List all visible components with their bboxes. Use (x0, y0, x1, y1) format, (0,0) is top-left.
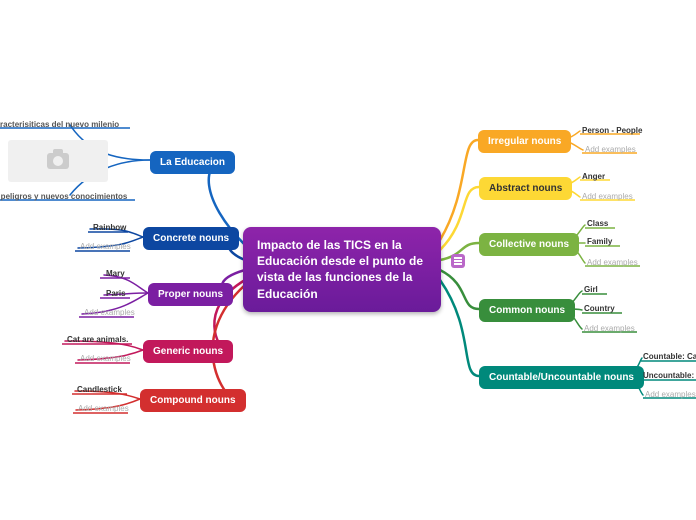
leaf-node[interactable]: Uncountable: Ra (643, 371, 696, 380)
leaf-node[interactable]: Countable: Cat - (643, 352, 696, 361)
add-examples-link[interactable]: Add examples (585, 145, 636, 154)
leaf-node[interactable]: Mary (106, 269, 125, 278)
context-text: se a las caracterisiticas del nuevo mile… (0, 120, 119, 129)
context-text: osibilidades, peligros y nuevos conocimi… (0, 192, 127, 201)
branch-node[interactable]: La Educacion (150, 151, 235, 174)
branch-node[interactable]: Concrete nouns (143, 227, 239, 250)
branch-node[interactable]: Abstract nouns (479, 177, 572, 200)
add-examples-link[interactable]: Add examples (645, 390, 696, 399)
center-label: Impacto de las TICS en la Educación desd… (257, 238, 423, 301)
leaf-node[interactable]: Candlestick (77, 385, 122, 394)
add-examples-link[interactable]: Add examples (584, 324, 635, 333)
leaf-node[interactable]: Girl (584, 285, 598, 294)
note-icon[interactable] (451, 254, 465, 268)
leaf-node[interactable]: Cat are animals. (67, 335, 128, 344)
leaf-node[interactable]: Person - People (582, 126, 642, 135)
branch-node[interactable]: Countable/Uncountable nouns (479, 366, 644, 389)
leaf-node[interactable]: Paris (106, 289, 126, 298)
leaf-node[interactable]: Rainbow (93, 223, 126, 232)
branch-node[interactable]: Generic nouns (143, 340, 233, 363)
add-examples-link[interactable]: Add examples (80, 354, 131, 363)
branch-node[interactable]: Proper nouns (148, 283, 233, 306)
branch-node[interactable]: Irregular nouns (478, 130, 571, 153)
center-node[interactable]: Impacto de las TICS en la Educación desd… (243, 227, 441, 312)
branch-node[interactable]: Compound nouns (140, 389, 246, 412)
add-examples-link[interactable]: Add examples (84, 308, 135, 317)
image-placeholder (8, 140, 108, 182)
add-examples-link[interactable]: Add examples (582, 192, 633, 201)
leaf-node[interactable]: Country (584, 304, 615, 313)
branch-node[interactable]: Common nouns (479, 299, 575, 322)
add-examples-link[interactable]: Add examples (80, 242, 131, 251)
leaf-node[interactable]: Class (587, 219, 608, 228)
leaf-node[interactable]: Anger (582, 172, 605, 181)
add-examples-link[interactable]: Add examples (78, 404, 129, 413)
branch-node[interactable]: Collective nouns (479, 233, 579, 256)
leaf-node[interactable]: Family (587, 237, 612, 246)
camera-icon (47, 153, 69, 169)
add-examples-link[interactable]: Add examples (587, 258, 638, 267)
